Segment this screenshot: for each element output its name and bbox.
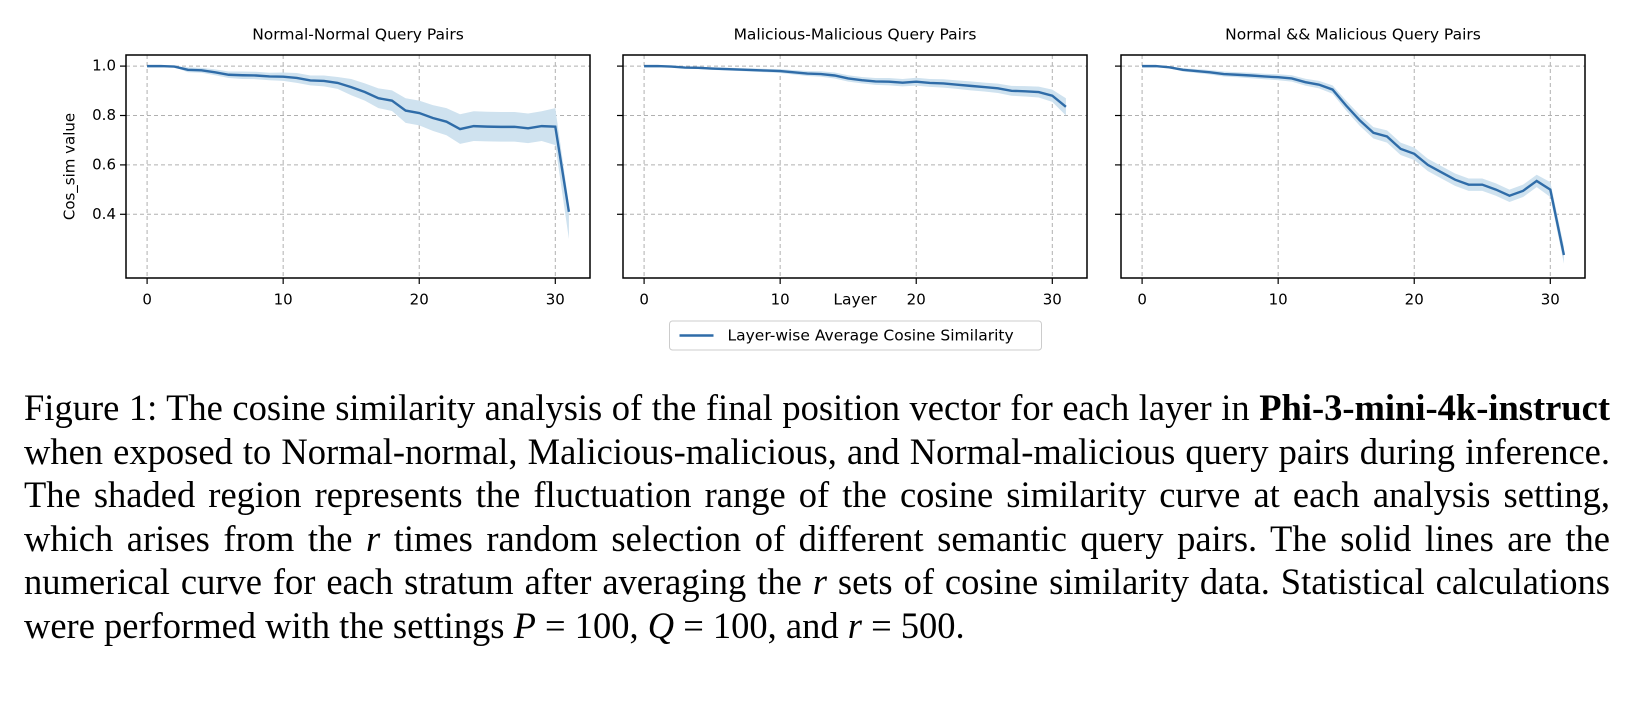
caption: Figure 1: The cosine similarity analysis… xyxy=(24,386,1610,647)
x-tick-label: 30 xyxy=(546,291,565,309)
caption-plain: = 500. xyxy=(861,604,965,646)
x-tick-label: 30 xyxy=(1043,291,1062,309)
chart-title: Malicious-Malicious Query Pairs xyxy=(734,26,977,44)
x-tick-label: 0 xyxy=(639,291,649,309)
y-tick-label: 0.8 xyxy=(92,106,116,124)
caption-plain: times random selection of different sema… xyxy=(24,517,1610,603)
caption-plain: when exposed to Normal-normal, Malicious… xyxy=(24,430,1610,559)
caption-math: r xyxy=(366,517,381,559)
caption-plain: = 100, xyxy=(535,604,648,646)
legend-box xyxy=(669,320,1042,351)
x-axis-label: Layer xyxy=(833,291,877,309)
line xyxy=(1142,64,1566,256)
legend-label: Layer-wise Average Cosine Similarity xyxy=(728,327,1014,345)
caption-math: r xyxy=(812,561,827,602)
x-tick-label: 0 xyxy=(1137,291,1147,309)
y-tick-label: 0.4 xyxy=(92,205,116,223)
line xyxy=(644,64,1067,108)
x-tick-label: 20 xyxy=(410,291,429,309)
x-tick-label: 10 xyxy=(274,291,293,309)
caption-bold: Phi-3-mini-4k-instruct xyxy=(1259,387,1610,428)
chart-title: Normal-Normal Query Pairs xyxy=(252,26,464,44)
x-tick-label: 0 xyxy=(142,291,152,309)
x-tick-label: 30 xyxy=(1541,291,1560,309)
band xyxy=(644,66,1066,116)
y-axis-label: Cos_sim value xyxy=(61,113,80,220)
y-tick-label: 1.0 xyxy=(92,57,116,75)
caption-plain: sets of cosine similarity data. Statisti… xyxy=(24,561,1610,646)
caption-plain: Figure 1: The cosine similarity analysis… xyxy=(24,387,1260,428)
band xyxy=(147,66,569,239)
caption-math: r xyxy=(847,604,862,646)
x-tick-label: 20 xyxy=(1405,291,1424,309)
caption-math: Q xyxy=(647,604,675,646)
x-tick-label: 20 xyxy=(907,291,926,309)
caption-plain: = 100, and xyxy=(674,604,848,646)
chart-title: Normal && Malicious Query Pairs xyxy=(1225,26,1481,44)
x-tick-label: 10 xyxy=(1269,291,1288,309)
y-tick-label: 0.6 xyxy=(92,155,116,173)
plot-frame xyxy=(1120,54,1586,279)
plot-frame xyxy=(125,54,591,279)
figure: Normal-Normal Query Pairs 0 10 20 30 0.4 0.6 0.… xyxy=(61,26,1586,351)
caption-math: P xyxy=(513,604,536,646)
legend: Layer-wise Average Cosine Similarity xyxy=(669,320,1042,351)
plot-frame xyxy=(622,54,1088,279)
line xyxy=(147,64,571,213)
x-tick-label: 10 xyxy=(771,291,790,309)
